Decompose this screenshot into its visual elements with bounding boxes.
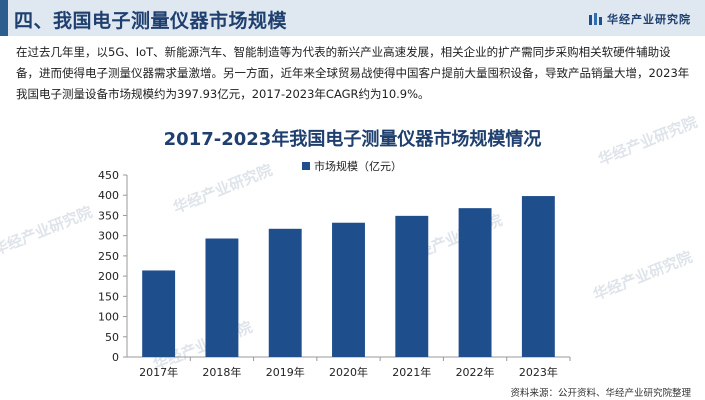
y-tick-label: 0: [112, 351, 119, 364]
legend-label: 市场规模（亿元）: [314, 160, 402, 173]
y-tick-label: 350: [98, 209, 119, 222]
y-tick-label: 150: [98, 290, 119, 303]
y-tick-label: 200: [98, 270, 119, 283]
bar: [395, 215, 429, 357]
x-tick-label: 2018年: [202, 365, 241, 379]
intro-paragraph: 在过去几年里，以5G、IoT、新能源汽车、智能制造等为代表的新兴产业高速发展，相…: [16, 45, 690, 101]
brand-name: 华经产业研究院: [607, 13, 691, 26]
y-tick-label: 400: [98, 189, 119, 202]
x-tick-label: 2017年: [139, 365, 178, 379]
chart-title: 2017-2023年我国电子测量仪器市场规模情况: [163, 129, 542, 150]
brand: 华经产业研究院: [589, 11, 691, 27]
bar: [458, 208, 492, 357]
x-tick-label: 2019年: [266, 365, 305, 379]
bar: [205, 238, 239, 357]
x-tick-label: 2020年: [329, 365, 368, 379]
source-note: 资料来源：公开资料、华经产业研究院整理: [510, 388, 691, 399]
x-tick-label: 2021年: [392, 365, 431, 379]
y-tick-label: 250: [98, 250, 119, 263]
bar: [142, 270, 176, 357]
section-title: 四、我国电子测量仪器市场规模: [14, 10, 288, 32]
header-bar: 四、我国电子测量仪器市场规模 华经产业研究院: [0, 0, 705, 36]
bar: [332, 222, 365, 357]
x-tick-label: 2023年: [519, 365, 558, 379]
bar: [268, 228, 302, 357]
brand-logo-icon: [589, 13, 602, 25]
chart-legend: 市场规模（亿元）: [302, 158, 402, 174]
header-accent: [0, 0, 8, 36]
y-tick-label: 300: [98, 230, 119, 243]
y-tick-label: 50: [105, 331, 119, 344]
y-tick-label: 450: [98, 169, 119, 182]
y-tick-label: 100: [98, 311, 119, 324]
bar: [521, 196, 555, 357]
legend-swatch: [302, 162, 310, 170]
x-tick-label: 2022年: [456, 365, 495, 379]
